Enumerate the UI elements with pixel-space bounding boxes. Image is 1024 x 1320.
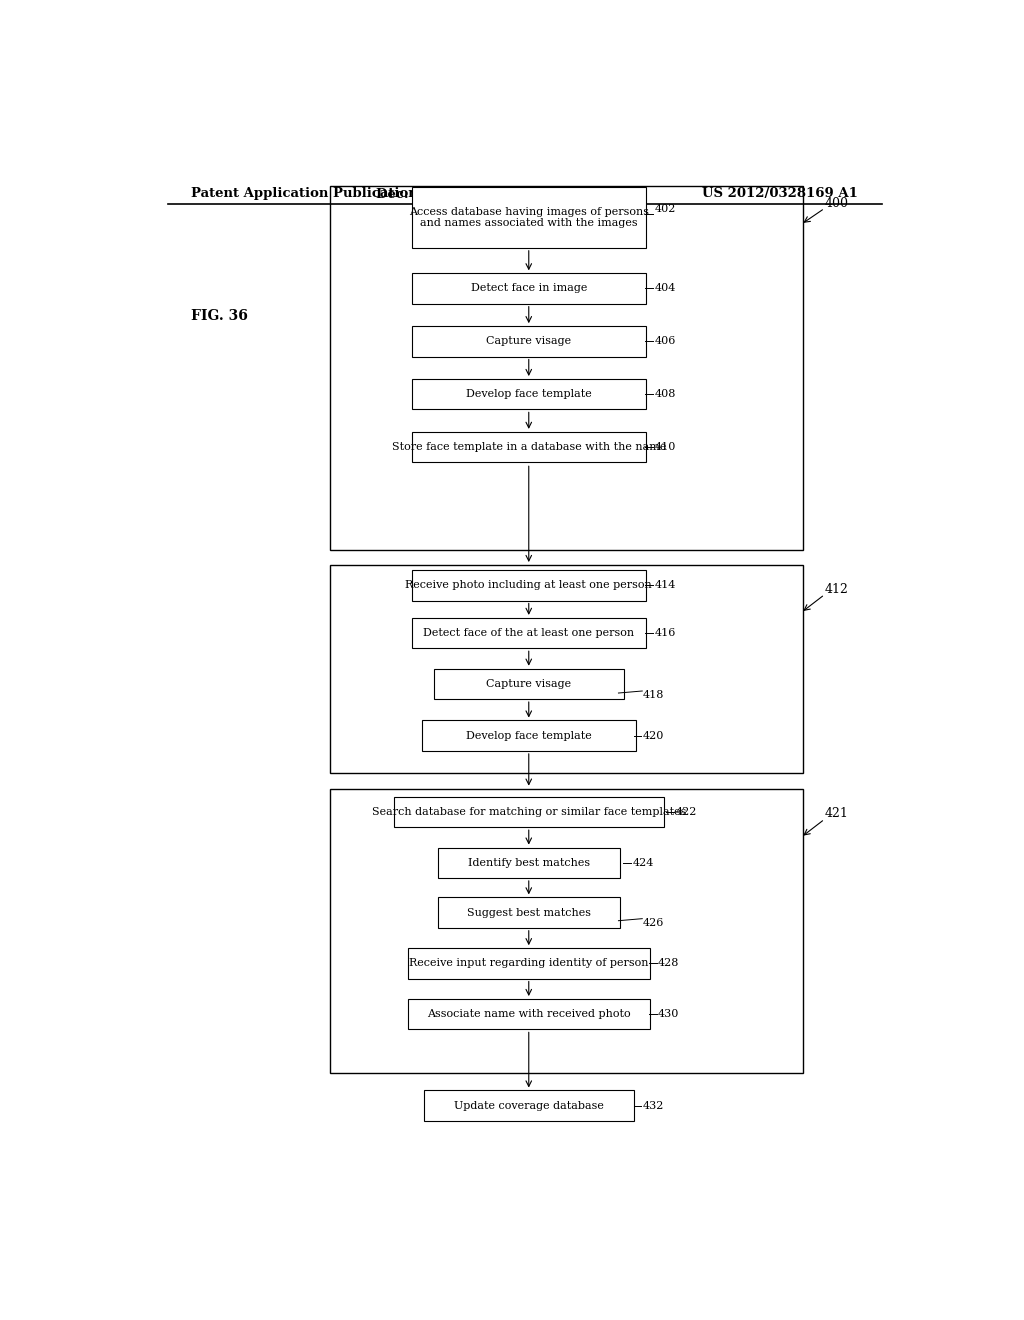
Text: Search database for matching or similar face templates: Search database for matching or similar … — [372, 807, 686, 817]
Text: Detect face of the at least one person: Detect face of the at least one person — [423, 628, 634, 638]
Text: 426: 426 — [642, 917, 664, 928]
Text: 410: 410 — [655, 442, 676, 451]
Text: Capture visage: Capture visage — [486, 678, 571, 689]
Text: Store face template in a database with the name: Store face template in a database with t… — [391, 442, 666, 451]
Bar — [408, 948, 650, 978]
Text: 418: 418 — [642, 690, 664, 700]
Text: 414: 414 — [655, 581, 676, 590]
Bar — [424, 1090, 634, 1121]
Bar — [412, 618, 646, 648]
Bar — [412, 187, 646, 248]
Text: Dec. 27, 2012  Sheet 42 of 43: Dec. 27, 2012 Sheet 42 of 43 — [376, 187, 594, 201]
Text: Associate name with received photo: Associate name with received photo — [427, 1010, 631, 1019]
Text: Detect face in image: Detect face in image — [471, 284, 587, 293]
Bar — [394, 797, 664, 828]
Text: FIG. 36: FIG. 36 — [191, 309, 249, 323]
Text: 406: 406 — [655, 337, 676, 346]
Text: Update coverage database: Update coverage database — [454, 1101, 604, 1110]
Bar — [412, 570, 646, 601]
Text: Suggest best matches: Suggest best matches — [467, 908, 591, 917]
Bar — [437, 898, 621, 928]
Bar — [412, 273, 646, 304]
Bar — [433, 669, 624, 700]
Bar — [412, 432, 646, 462]
Text: Develop face template: Develop face template — [466, 731, 592, 741]
Text: Capture visage: Capture visage — [486, 337, 571, 346]
Text: 421: 421 — [824, 808, 849, 821]
Text: 432: 432 — [642, 1101, 664, 1110]
Text: 400: 400 — [824, 197, 849, 210]
Text: Receive photo including at least one person: Receive photo including at least one per… — [406, 581, 652, 590]
Text: 408: 408 — [655, 389, 676, 399]
Bar — [331, 186, 803, 549]
Bar — [412, 326, 646, 356]
Bar — [412, 379, 646, 409]
Text: US 2012/0328169 A1: US 2012/0328169 A1 — [702, 187, 858, 201]
Bar — [437, 847, 621, 878]
Text: 420: 420 — [642, 731, 664, 741]
Bar — [331, 788, 803, 1073]
Text: Patent Application Publication: Patent Application Publication — [191, 187, 418, 201]
Text: 424: 424 — [633, 858, 654, 867]
Text: Develop face template: Develop face template — [466, 389, 592, 399]
Text: 416: 416 — [655, 628, 676, 638]
Text: Identify best matches: Identify best matches — [468, 858, 590, 867]
Text: 412: 412 — [824, 583, 849, 595]
Text: 430: 430 — [658, 1010, 680, 1019]
Text: 422: 422 — [676, 807, 697, 817]
Bar — [422, 721, 636, 751]
Text: 404: 404 — [655, 284, 676, 293]
Text: Receive input regarding identity of person: Receive input regarding identity of pers… — [409, 958, 648, 969]
Text: Access database having images of persons
and names associated with the images: Access database having images of persons… — [409, 206, 649, 228]
Bar — [408, 999, 650, 1030]
Text: 428: 428 — [658, 958, 680, 969]
Bar — [331, 565, 803, 774]
Text: 402: 402 — [655, 205, 676, 214]
